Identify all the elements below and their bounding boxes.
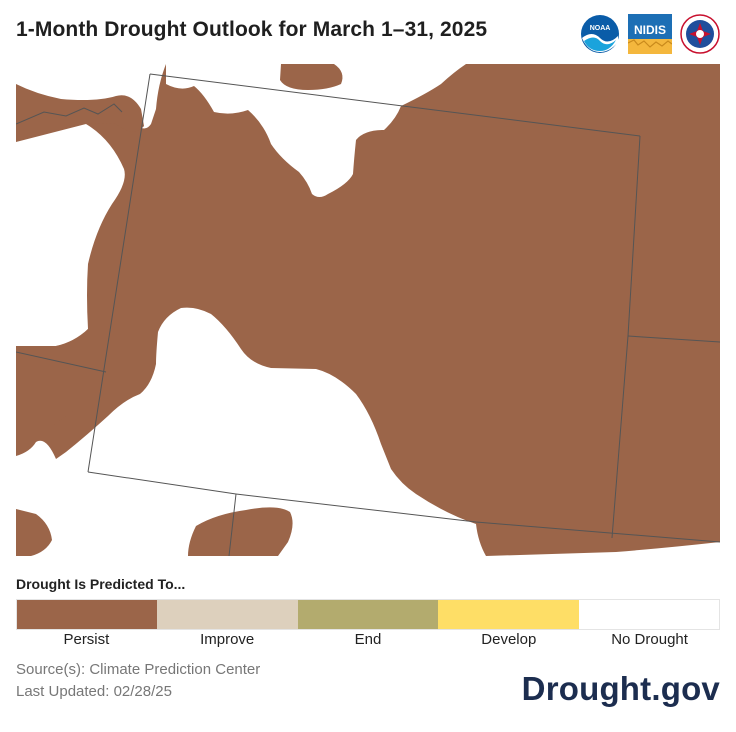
legend-label-improve: Improve — [200, 631, 255, 648]
legend-labels: Persist Improve End Develop No Drought — [16, 631, 720, 648]
legend-swatch-no-drought — [578, 600, 720, 629]
persist-region-south-central — [188, 507, 293, 556]
legend-swatch-end — [297, 600, 439, 629]
legend-label-persist: Persist — [63, 631, 110, 648]
persist-region-main — [16, 64, 720, 556]
legend-swatch-persist — [17, 600, 158, 629]
nidis-text: NIDIS — [634, 23, 666, 37]
nws-seal-icon — [680, 14, 720, 54]
legend-swatch-develop — [438, 600, 579, 629]
drought-gov-brand[interactable]: Drought.gov — [521, 670, 720, 707]
state-borders — [16, 73, 720, 556]
noaa-logo-icon: NOAA — [581, 15, 619, 53]
persist-region-island-north — [280, 64, 343, 90]
legend-bar — [16, 599, 720, 630]
nidis-logo-icon: NIDIS — [628, 14, 672, 54]
legend-swatch-improve — [157, 600, 298, 629]
legend-label-develop: Develop — [481, 631, 537, 648]
legend-label-end: End — [354, 631, 382, 648]
persist-region-far-southwest — [16, 509, 52, 556]
legend-label-no-drought: No Drought — [611, 631, 688, 648]
persist-region-southwest — [16, 329, 112, 456]
legend-title: Drought Is Predicted To... — [16, 576, 186, 592]
persist-region-coastal — [16, 84, 144, 142]
map-title: 1-Month Drought Outlook for March 1–31, … — [16, 18, 488, 41]
last-updated-text: Last Updated: 02/28/25 — [16, 683, 172, 700]
no-drought-west — [16, 124, 125, 346]
drought-outlook-map — [16, 64, 720, 556]
source-text: Source(s): Climate Prediction Center — [16, 661, 261, 678]
noaa-text: NOAA — [590, 25, 611, 32]
